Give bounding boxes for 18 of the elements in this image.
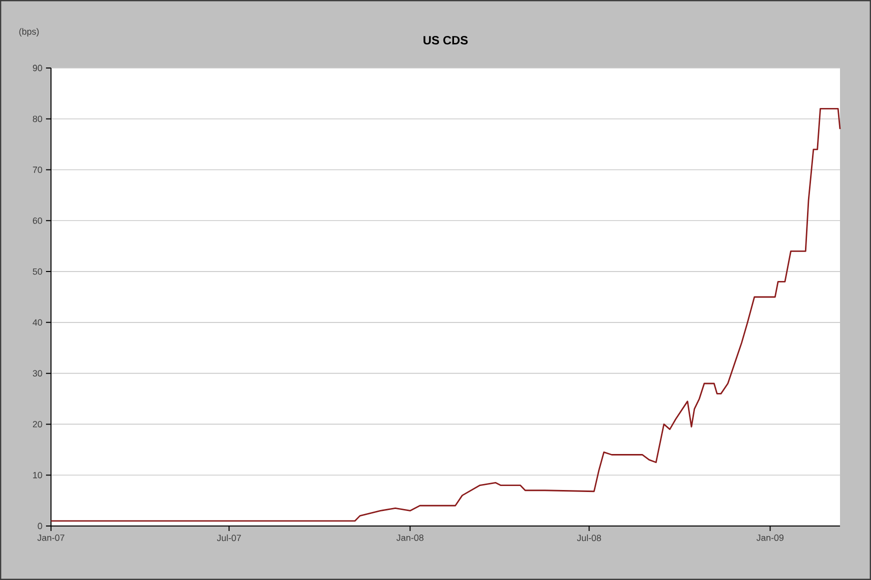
y-tick-label: 40 [32, 319, 42, 326]
y-tick-label: 10 [33, 472, 42, 478]
y-tick-label: 50 [32, 268, 42, 275]
x-tick-label: Jan-08 [396, 534, 424, 541]
y-tick-label: 70 [32, 166, 42, 173]
chart-title: US CDS [424, 36, 468, 44]
y-axis-title: (bps) [19, 28, 39, 36]
y-tick-label: 80 [32, 116, 42, 122]
y-tick-label: 60 [32, 217, 42, 224]
y-tick-label: 90 [32, 64, 42, 72]
y-tick-label: 30 [32, 370, 42, 377]
x-tick-label: Jul-08 [577, 534, 601, 542]
line-series [50, 108, 841, 522]
y-tick-label: 20 [32, 421, 42, 428]
x-tick-label: Jan-09 [756, 534, 784, 541]
y-tick-label: 0 [38, 522, 42, 530]
x-tick-label: Jul-07 [216, 534, 241, 542]
x-tick-label: Jan-07 [37, 534, 64, 541]
